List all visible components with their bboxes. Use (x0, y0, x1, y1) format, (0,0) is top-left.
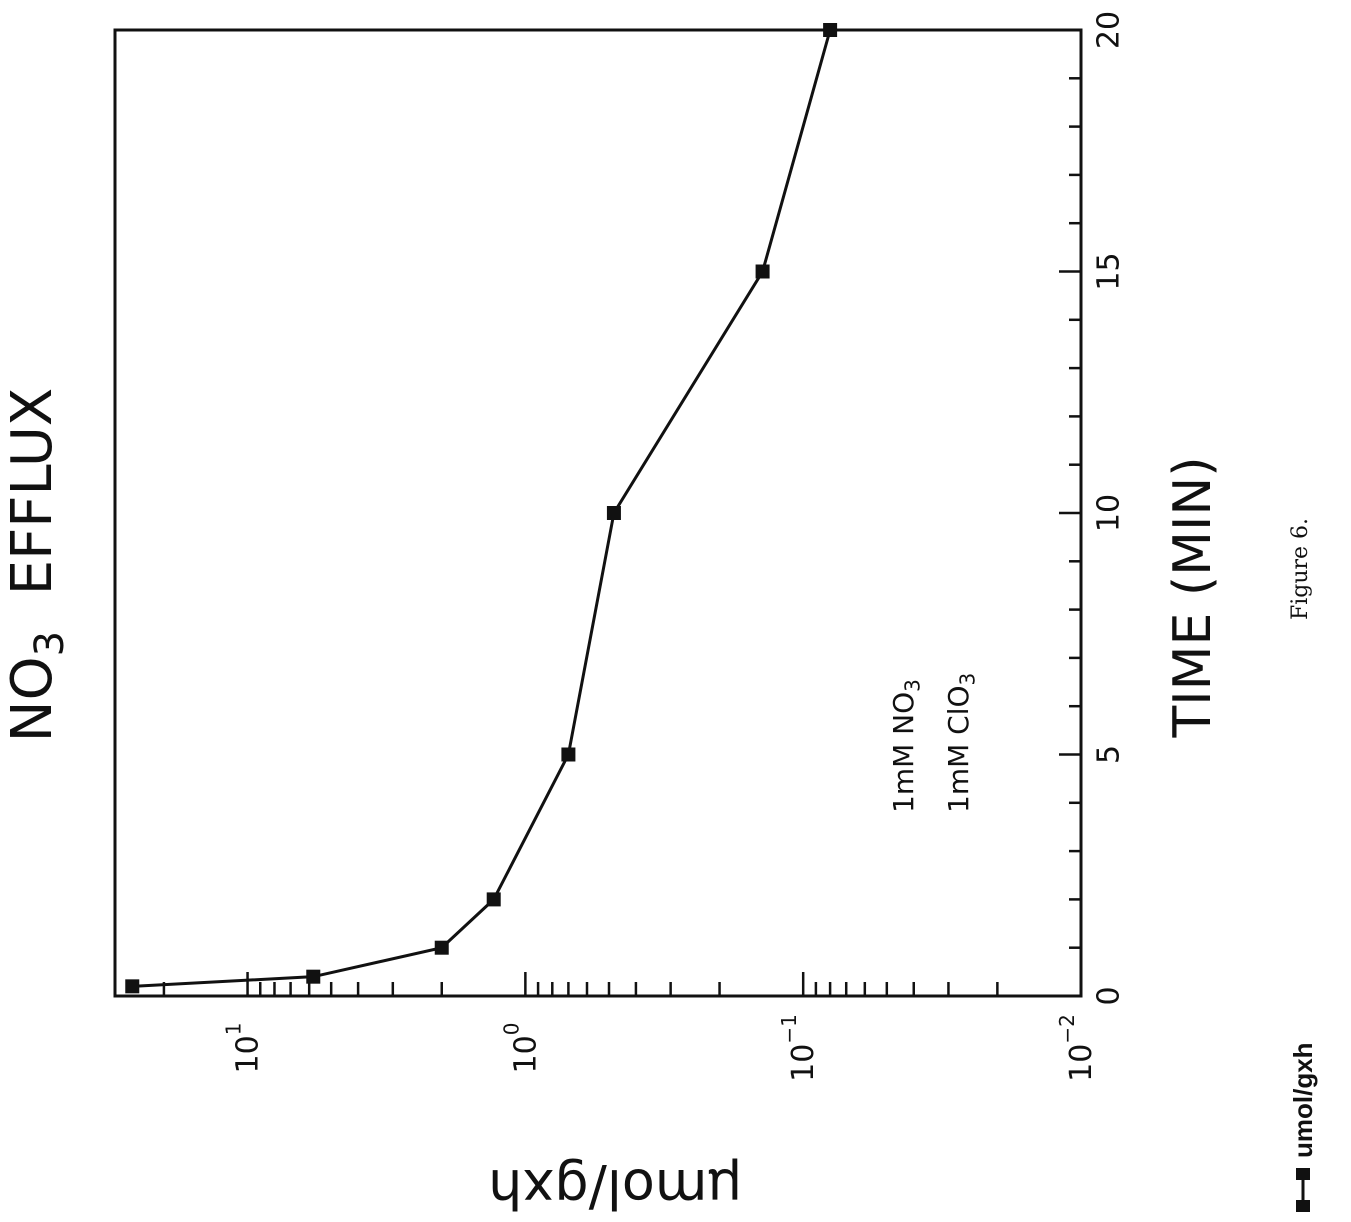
data-point (125, 979, 140, 994)
x-tick-label: 10 (1092, 494, 1127, 532)
series-points-group (125, 23, 838, 994)
y-axis-ticks (113, 972, 1083, 996)
figure-caption: Figure 6. (1288, 517, 1313, 621)
annotation-no3-sub: 3 (900, 679, 925, 692)
y-tick-label-base: 10 (1064, 1044, 1099, 1082)
x-tick-label: 0 (1092, 986, 1127, 1005)
annotation-clo3-main: 1mM ClO (942, 685, 975, 813)
y-tick-label-base: 10 (230, 1035, 265, 1073)
data-point (486, 892, 501, 907)
x-tick-label: 15 (1092, 252, 1127, 290)
annotation-clo3: 1mM ClO3 (942, 573, 980, 813)
chart-title-sub: 3 (27, 630, 74, 657)
legend: umol/gxh (1286, 982, 1320, 1212)
chart-title: NO3 EFFLUX (0, 355, 74, 775)
x-axis-ticks (1059, 28, 1081, 998)
x-axis-label: TIME (MIN) (1163, 456, 1223, 738)
y-tick-label-base: 10 (786, 1044, 821, 1082)
y-tick-label: 100 (499, 1023, 543, 1074)
annotation-no3-main: 1mM NO (887, 691, 920, 813)
annotation-clo3-sub: 3 (955, 672, 980, 686)
y-axis-label: µmol/gxh (488, 1157, 742, 1217)
x-axis-tick-labels: 0 5 10 15 20 (1092, 11, 1127, 1006)
data-point (306, 969, 321, 984)
data-point (606, 506, 621, 520)
y-tick-label: 10−2 (1055, 1014, 1099, 1082)
series-line-group (132, 29, 832, 988)
data-point (755, 264, 770, 279)
y-tick-label-base: 10 (508, 1035, 543, 1073)
y-axis-label-group: µmol/gxh (488, 1157, 742, 1220)
annotation-no3: 1mM NO3 (887, 573, 925, 813)
y-tick-label-exponent: −2 (1055, 1014, 1079, 1043)
data-point (561, 747, 576, 762)
y-tick-label: 10−1 (777, 1014, 821, 1082)
x-tick-label: 5 (1092, 745, 1127, 764)
y-tick-label-exponent: 1 (222, 1023, 246, 1036)
legend-marker-icon (1296, 1168, 1310, 1212)
y-tick-label-exponent: −1 (777, 1014, 801, 1043)
x-tick-label: 20 (1092, 11, 1127, 49)
data-point (823, 23, 838, 37)
chart-title-rest: EFFLUX (0, 387, 65, 596)
y-tick-label: 101 (222, 1023, 266, 1074)
y-tick-label-exponent: 0 (499, 1023, 523, 1036)
plot-frame (113, 28, 1083, 998)
legend-label: umol/gxh (1287, 1042, 1318, 1158)
series-line (132, 29, 832, 988)
chart-title-main: NO (0, 656, 65, 743)
data-point (434, 940, 449, 955)
